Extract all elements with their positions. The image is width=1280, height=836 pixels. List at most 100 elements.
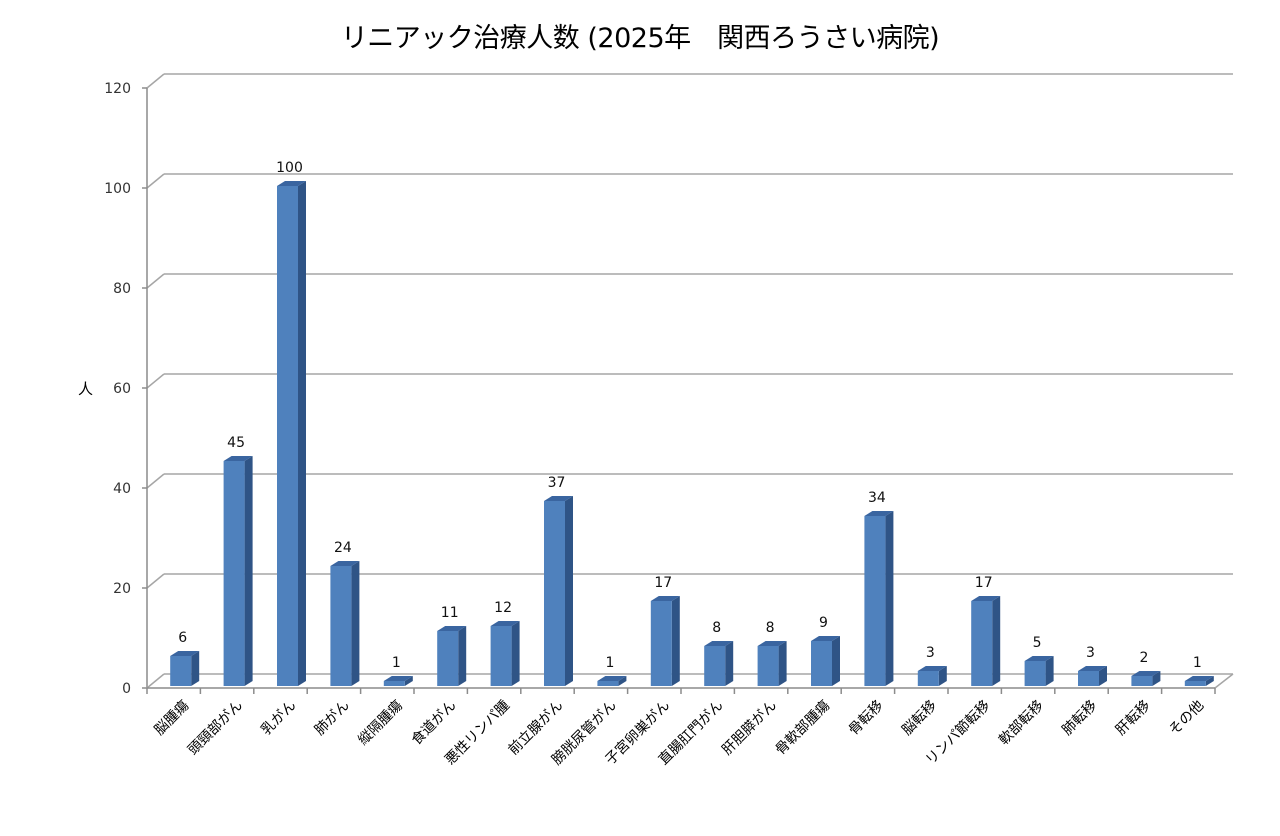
bar	[437, 626, 467, 686]
bar-front	[650, 601, 672, 686]
bar-top	[971, 596, 1001, 601]
bar-front	[757, 646, 779, 686]
bar	[490, 621, 520, 686]
bar	[1078, 666, 1107, 686]
category-label: 乳がん	[258, 698, 299, 739]
bar-top	[811, 636, 840, 641]
floor-right-edge	[1214, 673, 1234, 689]
bar	[330, 561, 360, 686]
bar	[650, 596, 680, 686]
category-label: 肝転移	[1113, 698, 1154, 739]
bar-top	[1131, 671, 1161, 676]
bar-top	[917, 666, 947, 671]
bar	[1131, 671, 1161, 686]
category-label: 肺転移	[1059, 698, 1100, 739]
bar-top	[330, 561, 360, 566]
value-label: 2	[1139, 650, 1148, 666]
bar-side	[244, 456, 253, 686]
bar-side	[618, 676, 627, 686]
bar	[277, 181, 306, 686]
bar-front	[597, 681, 619, 686]
bar	[704, 641, 734, 686]
bar	[1184, 676, 1214, 686]
category-label: 骨転移	[846, 698, 887, 739]
value-label: 3	[926, 645, 935, 661]
bar-side	[938, 666, 947, 686]
bar	[383, 676, 413, 686]
value-label: 8	[766, 620, 775, 636]
bar-front	[490, 626, 512, 686]
bar-top	[704, 641, 734, 646]
value-label: 100	[276, 160, 303, 176]
bar-side	[992, 596, 1001, 686]
gridline-connector	[146, 173, 165, 189]
value-label: 37	[548, 475, 566, 491]
category-label: 骨軟部腫瘍	[772, 697, 834, 759]
bar-side	[1099, 666, 1107, 686]
bar-side	[191, 651, 200, 686]
bar	[757, 641, 787, 686]
bar-front	[864, 516, 886, 686]
bar-front	[437, 631, 459, 686]
bar-front	[1024, 661, 1046, 686]
y-tick-label: 80	[113, 281, 131, 297]
category-label: その他	[1166, 698, 1207, 739]
category-label: 肝胆膵がん	[719, 698, 780, 759]
bar	[544, 496, 573, 686]
bar-side	[458, 626, 467, 686]
bar-side	[351, 561, 360, 686]
value-label: 8	[712, 620, 721, 636]
bar-front	[223, 461, 245, 686]
bar-top	[277, 181, 306, 186]
y-tick-label: 0	[122, 681, 131, 697]
value-label: 6	[178, 630, 187, 646]
bar-side	[565, 496, 573, 686]
category-label: 脳腫瘍	[151, 697, 193, 739]
value-label: 45	[227, 435, 245, 451]
value-label: 3	[1086, 645, 1095, 661]
bar-side	[885, 511, 894, 686]
bar-top	[650, 596, 680, 601]
axes: 0 20 40 60 80 100 120	[104, 81, 1216, 697]
bar	[597, 676, 627, 686]
bar-top	[223, 456, 253, 461]
value-label: 17	[975, 575, 993, 591]
bar-side	[671, 596, 680, 686]
gridlines	[146, 73, 1234, 689]
value-label: 1	[1193, 655, 1202, 671]
bar-side	[298, 181, 306, 686]
bar	[864, 511, 894, 686]
bar	[1024, 656, 1054, 686]
floor-left-edge	[146, 673, 165, 689]
bar	[811, 636, 840, 686]
bar-side	[404, 676, 413, 686]
bar-top	[757, 641, 787, 646]
value-label: 5	[1033, 635, 1042, 651]
value-label: 17	[654, 575, 672, 591]
bar	[917, 666, 947, 686]
chart-title: リニアック治療人数 (2025年 関西ろうさい病院)	[340, 23, 940, 54]
bar-front	[277, 186, 298, 686]
bar	[170, 651, 200, 686]
bar-front	[330, 566, 352, 686]
value-label: 1	[392, 655, 401, 671]
gridline-connector	[146, 373, 165, 389]
gridline-connector	[146, 473, 165, 489]
bar-top	[490, 621, 520, 626]
category-label: 軟部転移	[996, 698, 1047, 749]
category-label: 脳転移	[899, 698, 940, 739]
gridline-connector	[146, 73, 165, 89]
bar-side	[832, 636, 840, 686]
bar-top	[1184, 676, 1214, 681]
bar-top	[437, 626, 467, 631]
gridline-connector	[146, 273, 165, 289]
y-tick-label: 20	[113, 581, 131, 597]
gridline-connector	[146, 573, 165, 589]
category-label: 縦隔腫瘍	[355, 697, 407, 749]
bar-top	[1024, 656, 1054, 661]
value-label: 24	[334, 540, 352, 556]
value-label: 34	[868, 490, 886, 506]
bar-top	[1078, 666, 1107, 671]
